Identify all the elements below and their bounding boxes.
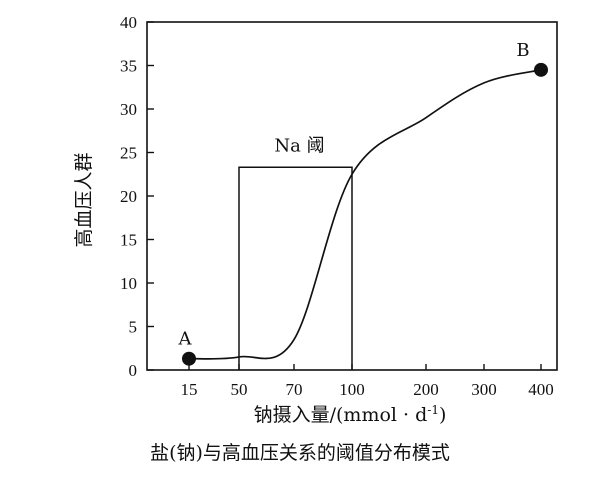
y-tick-label-10: 10 [120,274,137,293]
x-tick-label-400: 400 [528,380,554,399]
y-tick-label-0: 0 [129,361,138,380]
x-tick-label-70: 70 [286,380,303,399]
plot-area: Na 阈 A B [178,40,548,370]
figure-caption: 盐(钠)与高血压关系的阈值分布模式 [150,442,450,464]
y-tick-label-35: 35 [120,57,137,76]
point-label-A: A [178,329,193,350]
x-axis-label-main: 钠摄入量/(mmol · d [254,404,428,426]
x-tick-label-50: 50 [231,380,248,399]
x-axis-label-sup: -1 [427,403,439,417]
y-tick-label-40: 40 [120,13,137,32]
y-ticks: 0 5 10 15 20 25 30 35 40 [120,13,154,380]
x-axis-label: 钠摄入量/(mmol · d-1) [254,403,447,426]
y-tick-label-5: 5 [129,318,138,337]
x-axis-label-end: ) [439,404,446,426]
x-tick-label-300: 300 [471,380,497,399]
x-ticks: 15 50 70 100 200 300 400 [181,364,554,399]
y-tick-label-25: 25 [120,144,137,163]
y-axis-label: 高血压人群 [73,152,95,247]
y-tick-label-15: 15 [120,231,137,250]
curve-line [188,69,542,360]
y-tick-label-20: 20 [120,187,137,206]
point-label-B: B [516,40,529,61]
point-A [182,351,196,366]
x-tick-label-200: 200 [413,380,439,399]
y-tick-label-30: 30 [120,100,137,119]
x-tick-label-100: 100 [339,380,365,399]
threshold-box-label: Na 阈 [274,135,324,156]
threshold-box [238,166,353,370]
x-tick-label-15: 15 [181,380,198,399]
point-B [534,62,548,77]
